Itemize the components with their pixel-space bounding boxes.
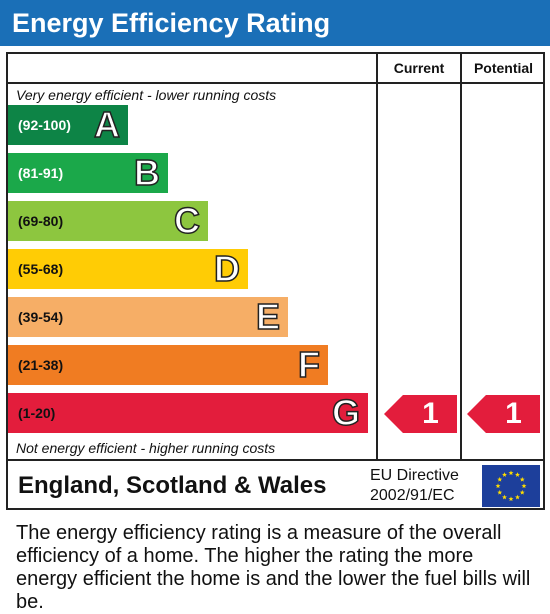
band-letter: A <box>93 103 121 146</box>
band-range-label: (1-20) <box>18 405 56 421</box>
eu-star-icon <box>497 489 503 495</box>
eu-star-icon <box>515 494 520 500</box>
potential-column-header: Potential <box>473 60 534 76</box>
footer-row-divider <box>6 459 545 461</box>
current-rating-arrow: 1 <box>384 395 457 433</box>
potential-column-divider <box>460 52 462 460</box>
band-letter: D <box>213 247 241 290</box>
region-label: England, Scotland & Wales <box>18 472 327 499</box>
eu-star-icon <box>515 472 520 477</box>
eu-star-icon <box>519 489 525 495</box>
rating-band-c: (69-80) C <box>8 199 208 242</box>
rating-band-f: (21-38) F <box>8 343 328 386</box>
eu-star-icon <box>508 470 514 476</box>
rating-band-a: (92-100) A <box>8 103 128 146</box>
band-letter: C <box>173 199 201 242</box>
eu-flag-icon <box>482 465 540 507</box>
potential-rating-arrow: 1 <box>467 395 540 433</box>
page-title: Energy Efficiency Rating <box>0 0 550 46</box>
band-range-label: (81-91) <box>18 165 64 181</box>
band-letter: G <box>331 391 361 434</box>
eu-directive-label: EU Directive 2002/91/EC <box>370 466 459 506</box>
band-range-label: (21-38) <box>18 357 64 373</box>
rating-chart-frame <box>6 52 545 510</box>
description-text: The energy efficiency rating is a measur… <box>16 522 531 613</box>
eu-directive-line2: 2002/91/EC <box>370 487 455 504</box>
current-rating-value: 1 <box>422 397 439 430</box>
bottom-caption: Not energy efficient - higher running co… <box>16 440 276 456</box>
eu-star-icon <box>495 483 501 489</box>
band-range-label: (69-80) <box>18 213 64 229</box>
eu-star-icon <box>521 483 527 489</box>
eu-star-icon <box>502 472 507 477</box>
rating-band-e: (39-54) E <box>8 295 288 338</box>
eu-star-icon <box>502 494 507 500</box>
rating-band-b: (81-91) B <box>8 151 168 194</box>
rating-band-g: (1-20) G <box>8 391 368 434</box>
potential-rating-value: 1 <box>505 397 522 430</box>
current-column-header: Current <box>393 60 445 76</box>
band-range-label: (55-68) <box>18 261 64 277</box>
rating-band-d: (55-68) D <box>8 247 248 290</box>
current-column-divider <box>376 52 378 460</box>
eu-star-icon <box>497 476 503 482</box>
eu-stars-icon <box>495 470 527 502</box>
eu-star-icon <box>508 496 514 502</box>
band-range-label: (92-100) <box>18 117 71 133</box>
band-letter: B <box>133 151 161 194</box>
band-letter: E <box>255 295 281 338</box>
eu-directive-line1: EU Directive <box>370 467 459 484</box>
top-caption: Very energy efficient - lower running co… <box>16 87 277 103</box>
eu-star-icon <box>519 476 525 482</box>
header-row-divider <box>6 82 545 84</box>
band-letter: F <box>297 343 321 386</box>
band-range-label: (39-54) <box>18 309 64 325</box>
